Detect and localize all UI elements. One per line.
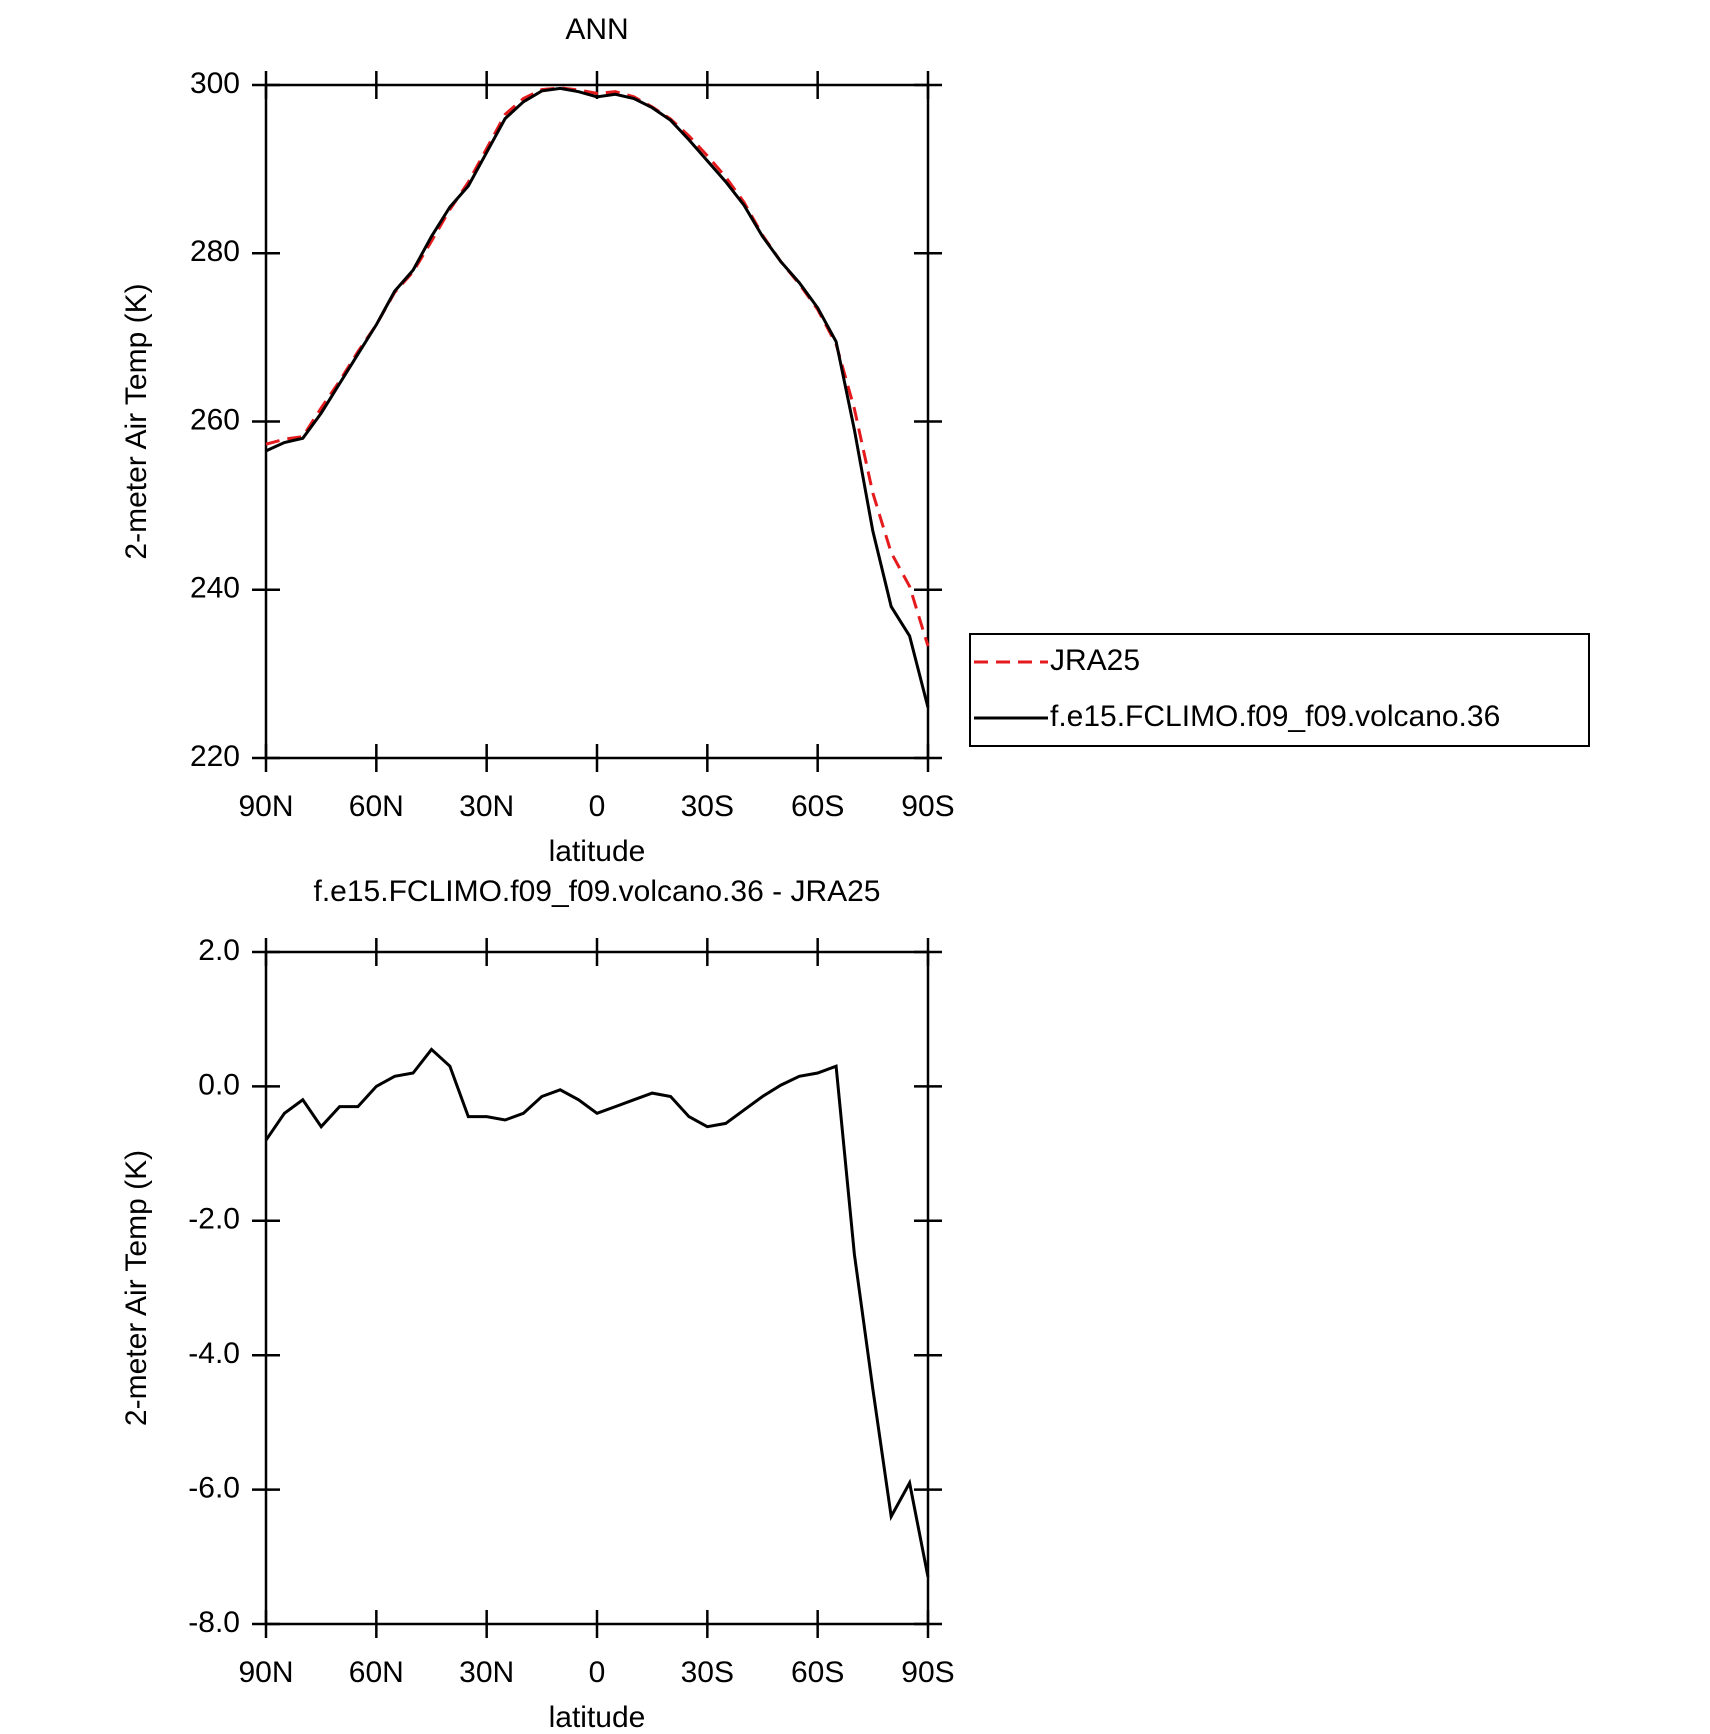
y-tick-label: 240: [190, 572, 240, 605]
x-tick-label: 30S: [681, 790, 734, 823]
x-tick-label: 30N: [459, 790, 514, 823]
y-tick-label: 0.0: [198, 1068, 240, 1101]
x-tick-label: 30S: [681, 1656, 734, 1689]
plot-frame: [264, 950, 930, 1626]
y-tick-label: 280: [190, 235, 240, 268]
y-tick-label: -8.0: [188, 1606, 240, 1639]
chart-title: f.e15.FCLIMO.f09_f09.volcano.36 - JRA25: [314, 875, 881, 908]
x-axis-label: latitude: [549, 835, 646, 868]
y-tick-label: -2.0: [188, 1203, 240, 1236]
x-tick-label: 90N: [238, 790, 293, 823]
data-line: [264, 1047, 930, 1578]
y-tick-label: 260: [190, 403, 240, 436]
x-tick-label: 90N: [238, 1656, 293, 1689]
legend-label: f.e15.FCLIMO.f09_f09.volcano.36: [1050, 700, 1500, 733]
x-tick-label: 60N: [349, 790, 404, 823]
x-tick-label: 0: [589, 1656, 606, 1689]
y-tick-label: -6.0: [188, 1472, 240, 1505]
y-axis-label: 2-meter Air Temp (K): [120, 283, 153, 559]
x-tick-label: 90S: [901, 1656, 954, 1689]
plot-frame: [264, 83, 930, 760]
legend-label: JRA25: [1050, 644, 1140, 677]
data-line: [265, 86, 930, 708]
x-tick-label: 0: [589, 790, 606, 823]
chart-title: ANN: [565, 13, 628, 46]
legend-box: [969, 633, 1590, 747]
y-tick-label: 2.0: [198, 934, 240, 967]
x-tick-label: 30N: [459, 1656, 514, 1689]
x-axis-label: latitude: [549, 1701, 646, 1734]
x-tick-label: 60S: [791, 790, 844, 823]
y-axis-label: 2-meter Air Temp (K): [120, 1150, 153, 1426]
x-tick-label: 60N: [349, 1656, 404, 1689]
y-tick-label: 300: [190, 67, 240, 100]
data-line: [265, 86, 930, 647]
y-tick-label: 220: [190, 740, 240, 773]
x-tick-label: 90S: [901, 790, 954, 823]
x-tick-label: 60S: [791, 1656, 844, 1689]
y-tick-label: -4.0: [188, 1337, 240, 1370]
